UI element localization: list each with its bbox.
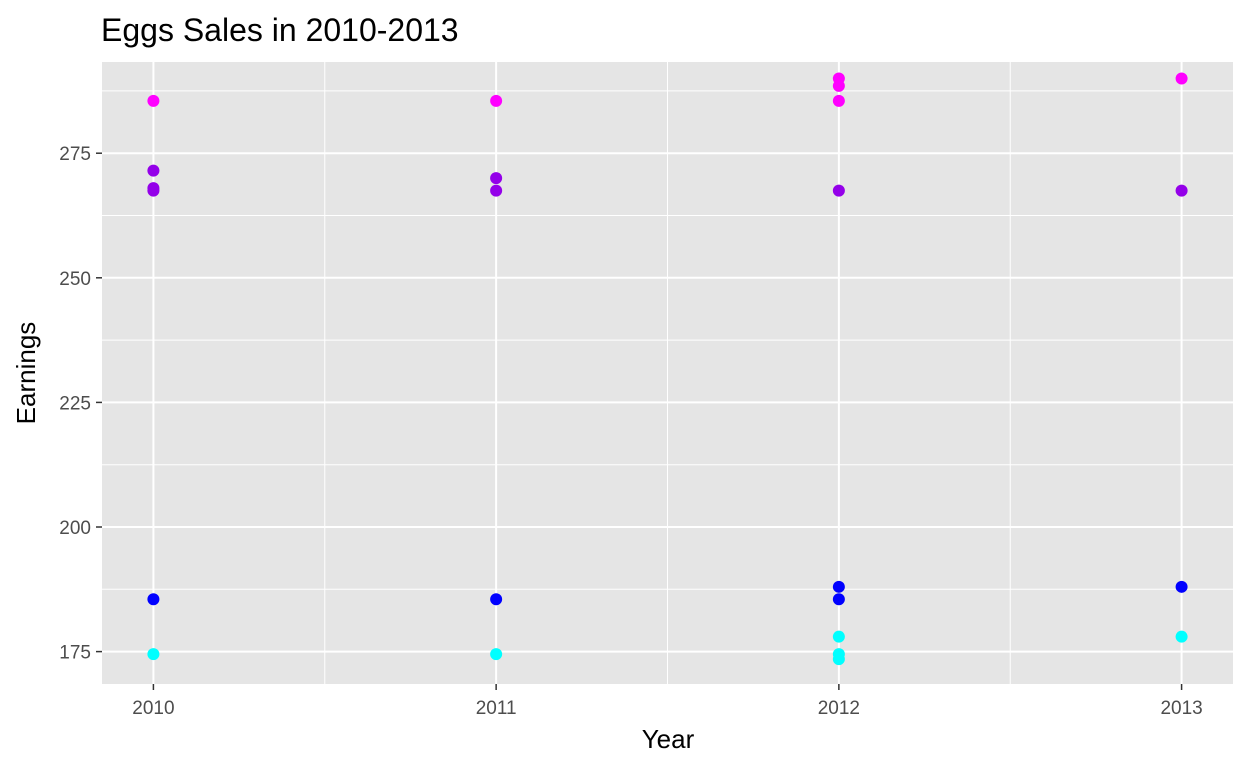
y-tick-label: 250	[59, 269, 91, 290]
chart-title: Eggs Sales in 2010-2013	[101, 12, 459, 48]
y-tick-label: 225	[59, 393, 91, 414]
data-point	[832, 630, 845, 643]
data-point	[490, 94, 503, 107]
data-point	[490, 172, 503, 185]
x-tick-label: 2013	[1160, 698, 1202, 719]
data-point	[147, 94, 160, 107]
y-tick-label: 275	[59, 144, 91, 165]
data-point	[832, 593, 845, 606]
data-point	[1175, 184, 1188, 197]
data-point	[832, 72, 845, 85]
major-gridlines	[102, 62, 1233, 684]
data-point	[832, 94, 845, 107]
data-point	[490, 593, 503, 606]
data-point	[147, 164, 160, 177]
y-tick-label: 175	[59, 643, 91, 664]
data-points	[147, 72, 1188, 666]
minor-gridlines	[102, 62, 1233, 684]
data-point	[1175, 630, 1188, 643]
data-point	[147, 182, 160, 195]
data-point	[1175, 580, 1188, 593]
x-tick-label: 2012	[818, 698, 860, 719]
x-tick-label: 2010	[132, 698, 174, 719]
data-point	[1175, 72, 1188, 85]
x-axis: 2010 2011 2012 2013	[132, 684, 1203, 719]
x-axis-title: Year	[642, 724, 695, 754]
data-point	[832, 648, 845, 661]
x-tick-label: 2011	[476, 698, 517, 719]
data-point	[490, 648, 503, 661]
data-point	[832, 184, 845, 197]
data-point	[490, 184, 503, 197]
y-tick-label: 200	[59, 518, 91, 539]
y-axis-title: Earnings	[11, 322, 41, 425]
data-point	[832, 580, 845, 593]
data-point	[147, 593, 160, 606]
data-point	[147, 648, 160, 661]
y-axis: 175 200 225 250 275	[59, 144, 102, 664]
